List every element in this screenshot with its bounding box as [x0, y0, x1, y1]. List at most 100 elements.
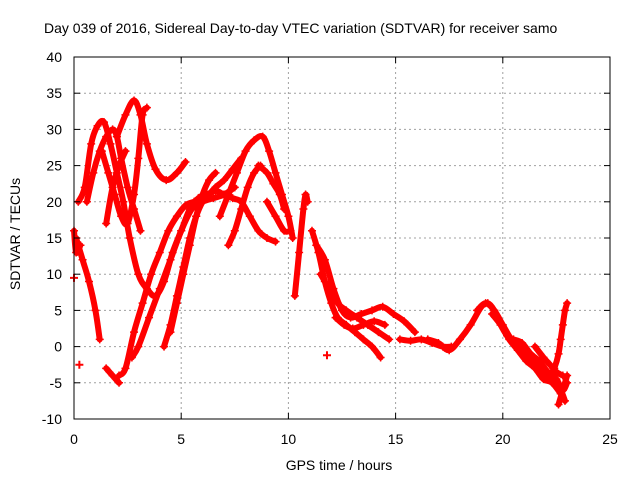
data-point-marker — [271, 168, 280, 177]
data-point-marker — [509, 335, 518, 344]
data-point-marker — [288, 234, 297, 242]
data-point-marker — [275, 190, 284, 199]
data-point-marker — [145, 313, 154, 322]
data-point-marker — [230, 226, 239, 235]
data-point-marker — [102, 132, 111, 141]
data-point-marker — [72, 248, 81, 257]
y-tick-label: -10 — [42, 411, 62, 427]
data-point-marker — [552, 375, 561, 384]
data-point-marker — [539, 375, 548, 384]
data-point-marker — [518, 338, 527, 347]
data-point-marker — [89, 168, 98, 177]
data-point-marker — [209, 194, 218, 203]
data-point-marker — [558, 320, 567, 329]
data-point-marker — [155, 248, 164, 257]
data-point-marker — [286, 226, 295, 235]
data-point-marker — [130, 190, 139, 199]
x-tick-label: 10 — [281, 431, 297, 447]
data-point-marker — [481, 299, 490, 308]
data-point-marker — [342, 306, 351, 315]
data-point-marker — [376, 353, 385, 362]
data-point-marker — [237, 205, 246, 214]
data-point-marker — [119, 197, 128, 206]
data-point-marker — [232, 168, 241, 177]
isolated-point-marker — [322, 351, 331, 360]
data-point-marker — [539, 353, 548, 362]
data-point-marker — [513, 346, 522, 355]
data-point-marker — [423, 335, 432, 344]
x-tick-label: 25 — [602, 431, 618, 447]
data-point-marker — [100, 118, 109, 127]
data-point-marker — [151, 165, 160, 174]
series-arc-15 — [264, 198, 294, 235]
data-point-marker — [205, 176, 214, 185]
data-point-marker — [530, 364, 539, 373]
data-point-marker — [78, 255, 87, 264]
data-point-marker — [224, 190, 233, 199]
data-point-marker — [138, 299, 147, 308]
data-point-marker — [123, 219, 132, 228]
data-point-marker — [254, 161, 263, 170]
y-tick-label: 5 — [54, 302, 62, 318]
data-point-marker — [258, 132, 267, 141]
data-point-marker — [76, 241, 85, 250]
data-point-marker — [550, 364, 559, 373]
y-tick-label: 25 — [46, 158, 62, 174]
data-point-marker — [115, 378, 124, 387]
data-point-marker — [160, 342, 169, 351]
data-point-marker — [108, 183, 117, 192]
data-point-marker — [166, 255, 175, 264]
data-point-marker — [164, 226, 173, 235]
data-point-marker — [127, 353, 136, 362]
data-point-marker — [138, 110, 147, 119]
x-tick-labels: 0 5 10 15 20 25 — [70, 431, 618, 447]
data-point-marker — [93, 121, 102, 130]
y-tick-label: 20 — [46, 194, 62, 210]
data-point-marker — [166, 328, 175, 337]
data-point-marker — [243, 183, 252, 192]
data-point-marker — [130, 96, 139, 105]
data-point-marker — [136, 226, 145, 235]
data-point-marker — [299, 205, 308, 214]
data-point-marker — [554, 400, 563, 409]
x-tick-label: 15 — [388, 431, 404, 447]
data-point-marker — [82, 197, 91, 206]
series-arc-07 — [116, 198, 198, 379]
data-point-marker — [445, 346, 454, 355]
data-point-marker — [548, 378, 557, 387]
data-point-marker — [466, 320, 475, 329]
y-tick-label: 35 — [46, 85, 62, 101]
data-point-marker — [245, 212, 254, 221]
data-point-marker — [320, 255, 329, 264]
data-point-marker — [535, 357, 544, 366]
data-point-marker — [434, 338, 443, 347]
data-point-marker — [389, 310, 398, 319]
data-point-marker — [211, 183, 220, 192]
data-point-marker — [316, 270, 325, 279]
data-point-marker — [262, 168, 271, 177]
data-point-marker — [325, 284, 334, 293]
data-point-marker — [560, 306, 569, 315]
data-point-marker — [142, 103, 151, 112]
data-point-marker — [115, 161, 124, 170]
x-axis-label: GPS time / hours — [286, 457, 393, 473]
data-point-marker — [134, 154, 143, 163]
data-point-marker — [359, 335, 368, 344]
data-point-marker — [563, 371, 572, 380]
data-point-marker — [181, 201, 190, 210]
data-point-marker — [374, 328, 383, 337]
y-tick-label: 15 — [46, 230, 62, 246]
data-point-marker — [395, 335, 404, 344]
series-arc-04 — [113, 97, 189, 184]
data-point-marker — [104, 168, 113, 177]
data-point-marker — [187, 205, 196, 214]
data-point-marker — [250, 168, 259, 177]
data-point-marker — [378, 302, 387, 311]
y-tick-label: 10 — [46, 266, 62, 282]
data-point-marker — [348, 324, 357, 333]
data-point-marker — [301, 190, 310, 199]
data-point-marker — [530, 342, 539, 351]
data-point-marker — [125, 234, 134, 242]
data-point-marker — [102, 219, 111, 228]
